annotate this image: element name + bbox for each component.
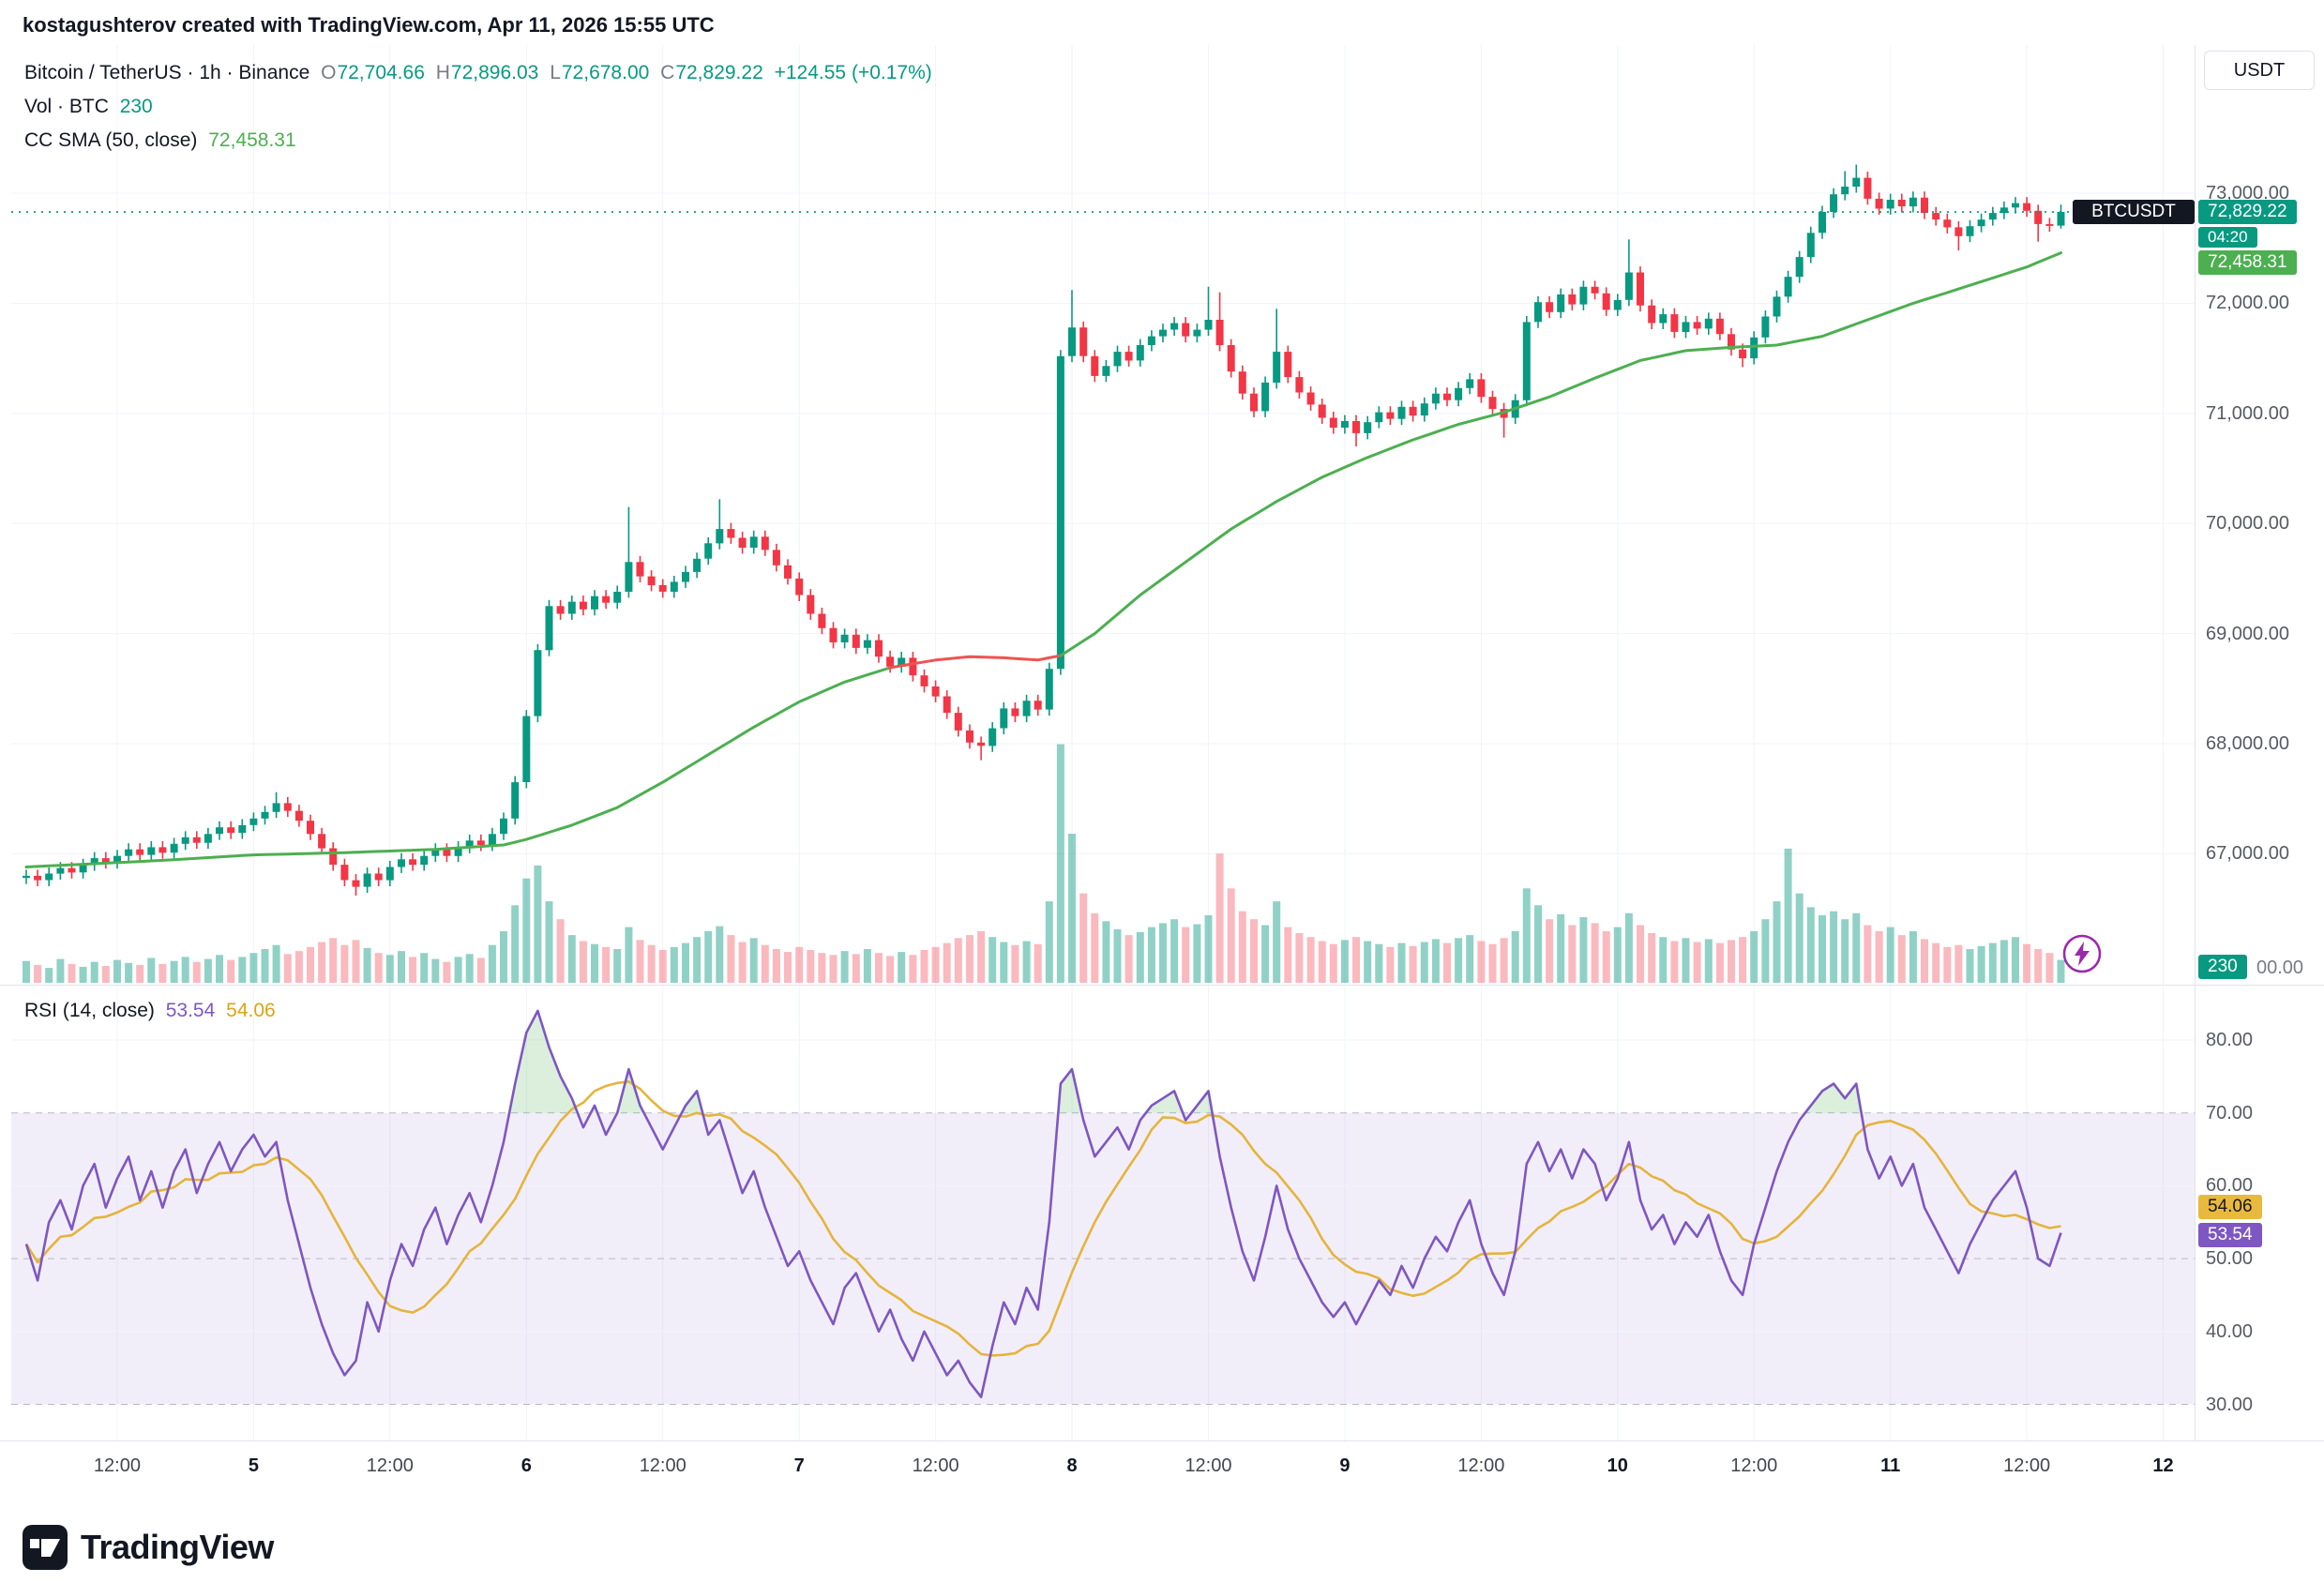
sma-value-chip: 72,458.31 <box>2198 250 2297 275</box>
brand-name: TradingView <box>81 1528 274 1566</box>
price-scale-divider <box>2195 45 2196 1440</box>
footer: TradingView <box>23 1525 274 1570</box>
main-legend: Bitcoin / TetherUS · 1h · Binance O72,70… <box>24 56 938 158</box>
rsi-value-chip: 53.54 <box>2198 1223 2262 1247</box>
time-tick-label: 12:00 <box>93 1455 141 1476</box>
open-label: O <box>321 62 337 83</box>
time-tick-label: 12 <box>2152 1455 2174 1476</box>
time-tick-label: 12:00 <box>1457 1455 1505 1476</box>
price-tick-label: 72,000.00 <box>2206 293 2289 314</box>
open-value: 72,704.66 <box>337 62 425 83</box>
time-tick-label: 12:00 <box>639 1455 687 1476</box>
rsi-tick-label: 70.00 <box>2206 1102 2254 1123</box>
time-tick-label: 10 <box>1607 1455 1628 1476</box>
low-value: 72,678.00 <box>561 62 650 83</box>
volume-axis-label: 00.00 <box>2256 957 2304 978</box>
bar-countdown-chip: 04:20 <box>2198 227 2257 248</box>
main-price-pane[interactable] <box>11 45 2195 985</box>
currency-toggle-button[interactable]: USDT <box>2204 51 2315 90</box>
rsi-value: 53.54 <box>165 1000 216 1021</box>
volume-value-chip: 230 <box>2198 955 2247 979</box>
rsi-ma-value-chip: 54.06 <box>2198 1195 2262 1219</box>
low-label: L <box>550 62 561 83</box>
high-label: H <box>435 62 450 83</box>
rsi-tick-label: 60.00 <box>2206 1175 2254 1197</box>
time-tick-label: 12:00 <box>2003 1455 2051 1476</box>
volume-indicator-label[interactable]: Vol · BTC <box>24 96 109 117</box>
time-tick-label: 9 <box>1339 1455 1351 1476</box>
rsi-tick-label: 50.00 <box>2206 1248 2254 1270</box>
tradingview-logo-icon[interactable] <box>23 1525 68 1570</box>
rsi-legend: RSI (14, close) 53.54 54.06 <box>24 994 281 1028</box>
time-axis-divider <box>0 1440 2324 1441</box>
rsi-pane[interactable] <box>11 987 2195 1440</box>
time-tick-label: 11 <box>1880 1455 1901 1476</box>
time-tick-label: 12:00 <box>366 1455 414 1476</box>
time-tick-label: 12:00 <box>912 1455 959 1476</box>
instant-trading-bolt-icon[interactable] <box>2061 933 2103 974</box>
sma-indicator-label[interactable]: CC SMA (50, close) <box>24 129 198 151</box>
price-tick-label: 67,000.00 <box>2206 843 2289 865</box>
price-tick-label: 71,000.00 <box>2206 402 2289 424</box>
high-value: 72,896.03 <box>450 62 539 83</box>
time-tick-label: 5 <box>248 1455 259 1476</box>
attribution-text: kostagushterov created with TradingView.… <box>23 13 715 37</box>
close-label: C <box>660 62 675 83</box>
rsi-tick-label: 40.00 <box>2206 1320 2254 1342</box>
pane-divider[interactable] <box>0 985 2324 986</box>
close-value: 72,829.22 <box>675 62 763 83</box>
time-tick-label: 8 <box>1066 1455 1078 1476</box>
price-tick-label: 70,000.00 <box>2206 513 2289 535</box>
time-tick-label: 12:00 <box>1730 1455 1778 1476</box>
rsi-tick-label: 80.00 <box>2206 1030 2254 1050</box>
sma-value: 72,458.31 <box>208 129 296 151</box>
change-value: +124.55 (+0.17%) <box>774 62 932 83</box>
time-tick-label: 7 <box>793 1455 805 1476</box>
time-tick-label: 12:00 <box>1185 1455 1232 1476</box>
last-price-chip: 72,829.22 <box>2198 200 2297 224</box>
volume-value: 230 <box>119 96 153 117</box>
price-tick-label: 69,000.00 <box>2206 623 2289 644</box>
time-tick-label: 6 <box>521 1455 532 1476</box>
symbol-chip: BTCUSDT <box>2073 200 2195 224</box>
price-tick-label: 68,000.00 <box>2206 733 2289 754</box>
rsi-ma-value: 54.06 <box>226 1000 276 1021</box>
rsi-tick-label: 30.00 <box>2206 1394 2254 1415</box>
symbol-title[interactable]: Bitcoin / TetherUS · 1h · Binance <box>24 62 310 83</box>
rsi-indicator-label[interactable]: RSI (14, close) <box>24 1000 155 1021</box>
